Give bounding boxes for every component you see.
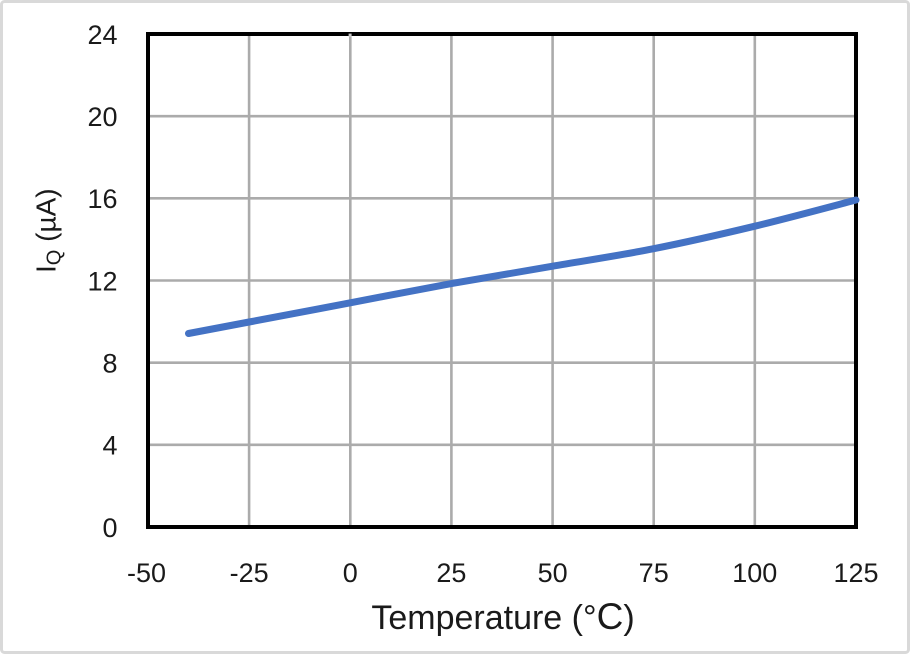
svg-text:Temperature (°C): Temperature (°C) xyxy=(371,596,634,637)
svg-text:25: 25 xyxy=(436,558,466,588)
svg-text:75: 75 xyxy=(639,558,669,588)
svg-text:100: 100 xyxy=(732,558,777,588)
svg-text:0: 0 xyxy=(343,558,358,588)
svg-text:16: 16 xyxy=(87,184,117,214)
svg-text:20: 20 xyxy=(87,102,117,132)
svg-text:12: 12 xyxy=(87,266,117,296)
svg-text:IQ (µA): IQ (µA) xyxy=(31,188,66,273)
svg-text:-25: -25 xyxy=(230,558,269,588)
svg-text:0: 0 xyxy=(102,513,117,543)
svg-text:8: 8 xyxy=(102,349,117,379)
svg-text:4: 4 xyxy=(102,431,117,461)
svg-text:125: 125 xyxy=(833,558,878,588)
svg-text:50: 50 xyxy=(538,558,568,588)
svg-text:24: 24 xyxy=(87,20,117,50)
svg-text:-50: -50 xyxy=(127,558,166,588)
